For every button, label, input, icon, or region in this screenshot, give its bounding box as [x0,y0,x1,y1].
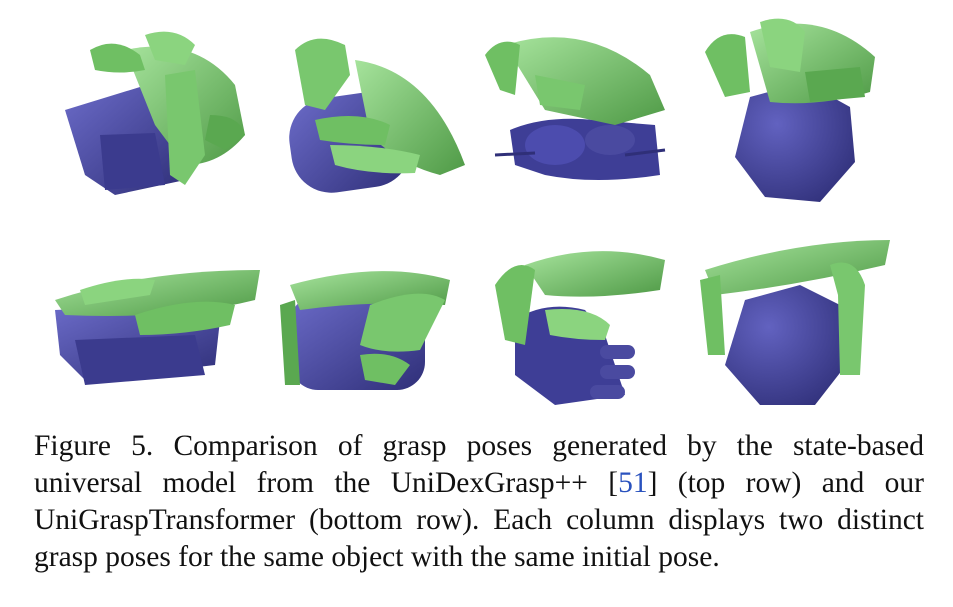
grasp-render [495,251,665,405]
hand-finger [315,116,390,145]
hand-finger [705,34,750,97]
object-spike [624,148,666,157]
hand-finger [535,75,585,110]
hand-palm [705,240,890,295]
hand-finger [205,115,245,150]
hand-finger [495,265,535,345]
hand-finger [360,293,445,352]
hand-finger [330,145,420,174]
object-finger [600,365,635,379]
hand-finger [360,353,410,385]
hand-palm [505,37,665,125]
grasp-render [485,37,666,180]
grasp-render [705,18,875,202]
object-spike [494,151,536,157]
bottom-row-grasp-1 [45,225,265,415]
bottom-row-grasp-2 [270,225,490,415]
hand-finger [135,301,235,335]
hand-finger [90,43,145,73]
hand-finger [145,31,195,66]
object-shape [735,82,855,202]
hand-finger [165,70,205,185]
top-row-grasp-4 [690,12,910,202]
hand-finger [80,278,155,305]
top-row-grasp-3 [475,15,695,205]
bottom-row-grasp-3 [475,225,695,415]
figure-caption: Figure 5. Comparison of grasp poses gene… [34,428,924,576]
hand-finger [485,41,520,95]
object-shape [525,125,585,165]
grasp-render [65,31,245,195]
caption-text-end: ] (top row) and our UniGraspTransformer … [34,467,925,573]
hand-finger [700,275,725,355]
hand-palm [355,60,465,175]
grasp-render [55,270,260,385]
grasp-render [289,38,465,193]
object-shape [75,335,205,385]
object-finger [600,345,635,359]
object-shape [585,125,635,155]
caption-text: Figure 5. Comparison of grasp poses gene… [34,430,924,499]
object-finger [590,385,625,399]
hand-finger [280,300,300,385]
top-row-grasp-2 [270,15,490,205]
hand-finger [295,38,350,110]
object-shape [100,133,165,190]
hand-palm [525,251,665,297]
top-row-grasp-1 [45,15,265,205]
bottom-row-grasp-4 [690,225,910,415]
hand-finger [545,309,610,340]
hand-finger [760,18,805,73]
hand-finger [830,262,865,375]
grasp-render [280,271,450,390]
citation-link[interactable]: 51 [618,467,648,499]
grasp-render [700,240,890,405]
object-shape [725,285,850,405]
hand-finger [805,67,865,102]
